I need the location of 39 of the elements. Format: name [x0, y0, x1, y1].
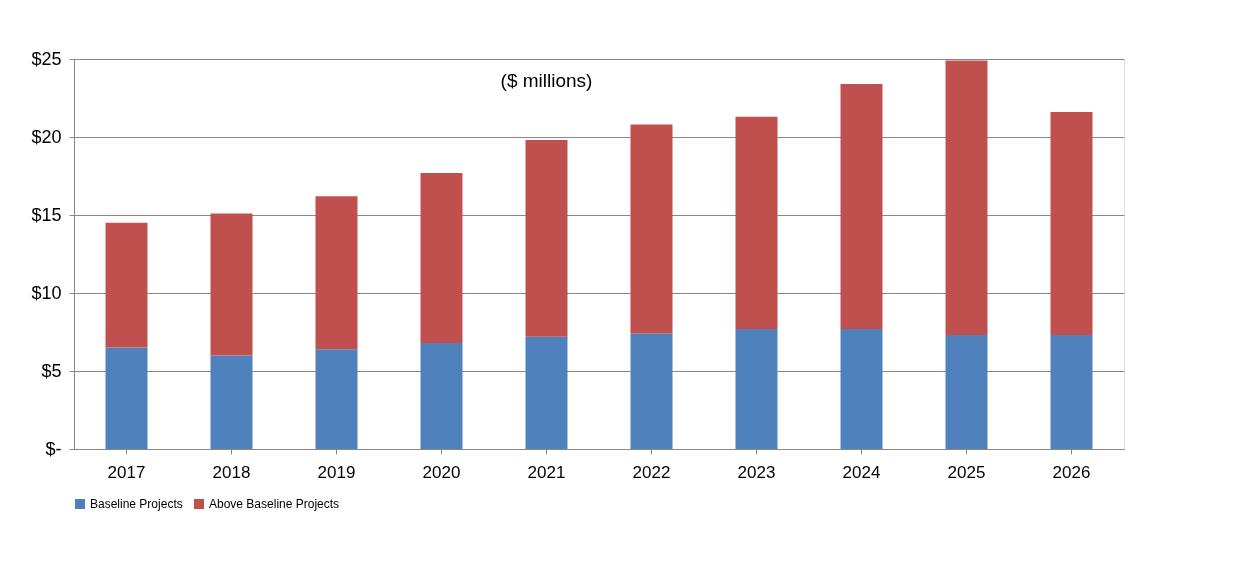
x-tick-label: 2018: [212, 462, 251, 482]
y-tick-label: $-: [45, 438, 62, 459]
bar: [525, 336, 568, 449]
bar: [735, 328, 778, 449]
y-tick-label: $25: [31, 48, 62, 69]
x-tick-label: 2023: [737, 462, 776, 482]
bar: [840, 328, 883, 449]
bar: [1050, 335, 1093, 449]
bar: [630, 333, 673, 449]
y-tick-label: $15: [31, 204, 62, 225]
bar: [1050, 112, 1093, 336]
x-tick-label: 2026: [1052, 462, 1091, 482]
x-tick-label: 2021: [527, 462, 566, 482]
annotation: ($ millions): [500, 70, 593, 91]
bar: [945, 60, 988, 336]
bar: [945, 335, 988, 449]
bar: [420, 342, 463, 449]
x-tick-label: 2025: [947, 462, 986, 482]
bar: [105, 347, 148, 449]
bar: [210, 213, 253, 356]
x-tick-label: 2022: [632, 462, 671, 482]
y-tick-label: $10: [31, 282, 62, 303]
bar: [420, 172, 463, 343]
bar: [210, 355, 253, 449]
bar: [630, 124, 673, 334]
bar: [735, 116, 778, 329]
y-tick-label: $20: [31, 126, 62, 147]
bar: [105, 222, 148, 348]
bar: [525, 140, 568, 337]
bar: [315, 349, 358, 449]
x-tick-label: 2020: [422, 462, 461, 482]
legend-label: Above Baseline Projects: [209, 497, 340, 511]
x-tick-label: 2024: [842, 462, 881, 482]
bar: [315, 196, 358, 350]
y-tick-label: $5: [41, 360, 62, 381]
x-tick-label: 2017: [107, 462, 146, 482]
x-tick-label: 2019: [317, 462, 356, 482]
legend-label: Baseline Projects: [90, 497, 183, 511]
bar: [840, 83, 883, 329]
